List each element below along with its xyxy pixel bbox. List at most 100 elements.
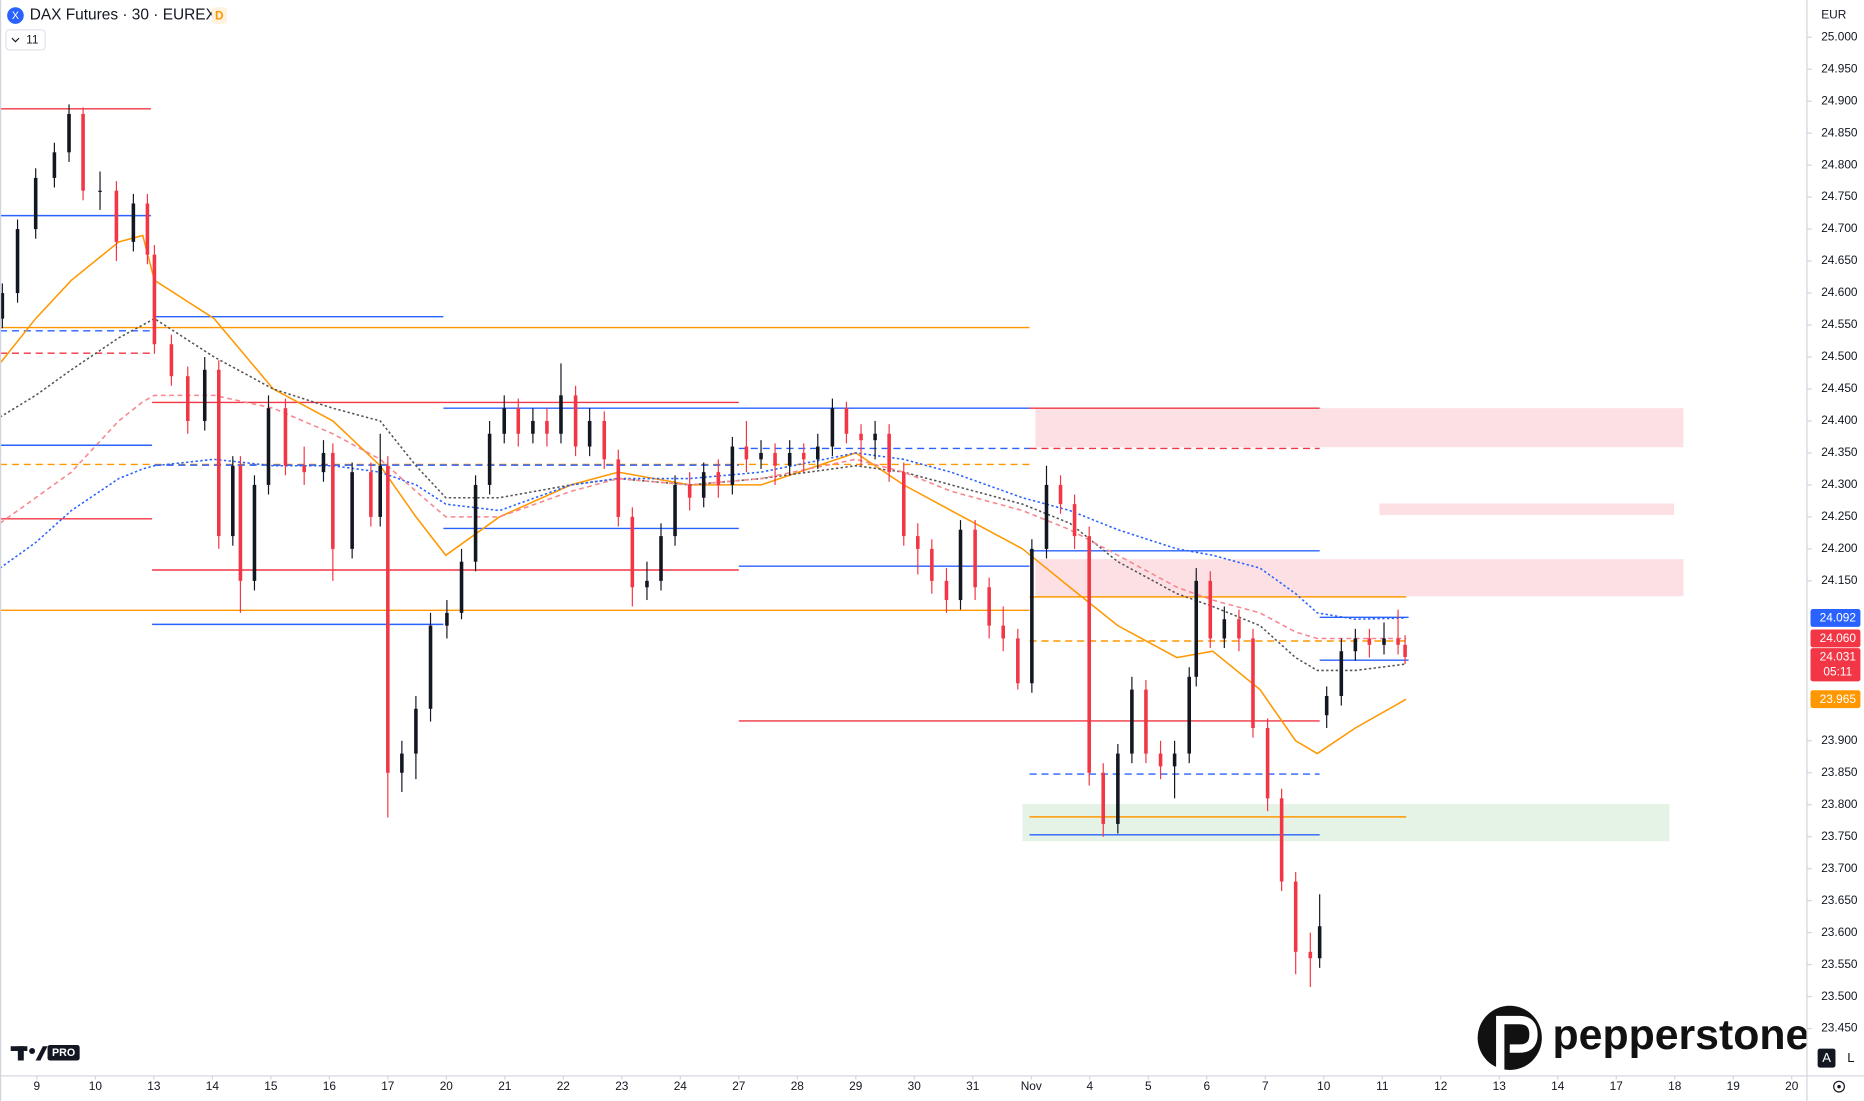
candle-body <box>283 408 288 466</box>
candle-body <box>1158 753 1163 767</box>
candle-body <box>673 484 677 537</box>
candle-body <box>801 452 806 460</box>
candle-body <box>815 446 820 460</box>
candle-body <box>1116 753 1120 824</box>
candle-body <box>131 203 136 242</box>
candle-body <box>701 472 706 498</box>
candle-body <box>1353 638 1358 652</box>
price-tag-label: 24.092 <box>1820 611 1856 625</box>
indicator-count: 11 <box>26 33 39 47</box>
candle-body <box>502 408 507 434</box>
candle-body <box>414 708 418 754</box>
candle-body <box>1279 798 1284 882</box>
candle-body <box>716 472 721 485</box>
candle-body <box>266 408 271 485</box>
candle-body <box>67 113 71 153</box>
y-tick-label: 23.900 <box>1821 733 1858 747</box>
candle-body <box>33 177 38 230</box>
candle-body <box>587 420 592 447</box>
price-tag-label: 24.031 <box>1820 650 1857 664</box>
y-tick-label: 23.700 <box>1821 861 1858 875</box>
x-tick-label: 14 <box>1551 1079 1565 1093</box>
candle-body <box>1044 484 1049 549</box>
candle-body <box>559 395 563 434</box>
candle-body <box>1001 625 1005 639</box>
log-scale-label[interactable]: L <box>1847 1050 1854 1065</box>
x-tick-label: 4 <box>1086 1079 1093 1093</box>
x-tick-label: 13 <box>147 1079 161 1093</box>
candle-body <box>1251 638 1255 728</box>
candle-body <box>1382 638 1386 645</box>
candle-body <box>944 580 949 601</box>
candle-body <box>873 433 877 441</box>
y-tick-label: 23.750 <box>1821 829 1858 843</box>
y-tick-label: 24.400 <box>1821 413 1858 427</box>
candle-body <box>616 459 621 517</box>
candle-body <box>1144 689 1148 754</box>
x-tick-label: 28 <box>791 1079 805 1093</box>
x-tick-label: 10 <box>89 1079 103 1093</box>
candle-body <box>98 190 102 192</box>
settings-icon[interactable] <box>1833 1080 1845 1093</box>
candle-body <box>1265 727 1270 799</box>
candle-body <box>302 465 306 473</box>
x-tick-label: 27 <box>732 1079 745 1093</box>
candle-body <box>516 408 521 434</box>
y-tick-label: 24.250 <box>1821 509 1858 523</box>
x-tick-label: 15 <box>264 1079 278 1093</box>
y-tick-label: 24.550 <box>1821 317 1858 331</box>
y-tick-label: 24.350 <box>1821 445 1858 459</box>
x-tick-label: 17 <box>1610 1079 1623 1093</box>
y-tick-label: 24.900 <box>1821 93 1858 107</box>
candle-body <box>350 472 354 549</box>
candle-body <box>830 408 835 447</box>
candle-body <box>445 612 449 626</box>
candle-body <box>1130 689 1134 754</box>
y-tick-label: 24.800 <box>1821 157 1858 171</box>
x-tick-label: 17 <box>381 1079 394 1093</box>
tv-pro: PRO <box>52 1047 75 1059</box>
candle-body <box>185 376 190 421</box>
auto-scale-button[interactable] <box>1817 1048 1836 1068</box>
y-tick-label: 24.750 <box>1821 189 1858 203</box>
y-tick-label: 24.200 <box>1821 541 1858 555</box>
x-tick-label: 13 <box>1493 1079 1507 1093</box>
x-tick-label: 18 <box>1668 1079 1682 1093</box>
candle-body <box>369 472 373 517</box>
y-tick-label: 23.850 <box>1821 765 1858 779</box>
zone <box>1035 559 1684 597</box>
candle-body <box>428 625 433 709</box>
y-tick-label: 23.800 <box>1821 797 1858 811</box>
candle-body <box>1194 580 1199 677</box>
y-tick-label: 23.550 <box>1821 957 1858 971</box>
candle-body <box>958 529 963 601</box>
y-tick-label: 24.950 <box>1821 61 1858 75</box>
candle-body <box>787 452 792 466</box>
y-tick-label: 24.700 <box>1821 221 1858 235</box>
y-tick-label: 23.500 <box>1821 989 1858 1003</box>
y-tick-label: 24.600 <box>1821 285 1858 299</box>
candle-body <box>916 536 920 549</box>
collapse-button[interactable] <box>5 29 46 51</box>
x-tick-label: 12 <box>1434 1079 1447 1093</box>
candle-body <box>1339 651 1344 697</box>
candle-body <box>531 420 535 434</box>
brand-name: pepperstone <box>1553 1011 1810 1059</box>
candle-body <box>1396 638 1400 645</box>
candle-body <box>15 229 20 294</box>
currency[interactable]: EUR <box>1821 8 1846 22</box>
candle-body <box>987 587 991 626</box>
watermark: PRO pepperstone <box>10 1005 1810 1070</box>
x-tick-label: 7 <box>1262 1079 1269 1093</box>
candle-body <box>231 465 235 537</box>
x-tick-label: 6 <box>1203 1079 1210 1093</box>
candle-body <box>602 420 607 460</box>
y-tick-label: 25.000 <box>1821 29 1858 43</box>
candle-body <box>773 452 777 466</box>
candle-body <box>730 446 735 485</box>
y-tick-label: 23.450 <box>1821 1021 1858 1035</box>
candle-body <box>1324 696 1329 716</box>
candle-body <box>1101 772 1106 824</box>
candle-body <box>573 395 578 447</box>
